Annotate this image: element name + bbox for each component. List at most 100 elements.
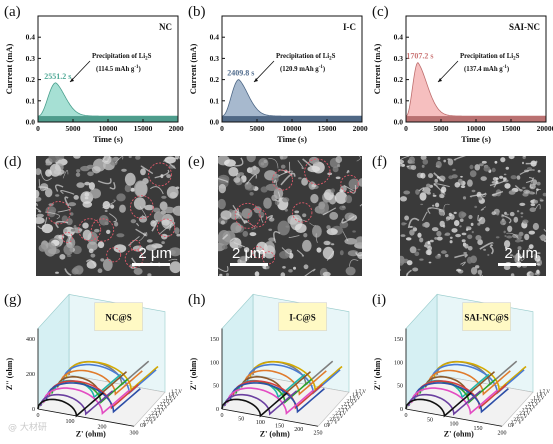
x-tick-label: 15000	[134, 124, 153, 133]
sem-grain	[460, 176, 463, 178]
sem-grain	[500, 220, 506, 225]
sem-grain	[522, 187, 526, 189]
sem-grain	[510, 212, 515, 216]
sem-grain	[288, 269, 293, 272]
sem-grain	[339, 206, 346, 211]
x-tick-label: 100	[256, 420, 265, 426]
sem-grain	[454, 220, 459, 226]
chart-h: I-C@S1.7 V1.8 V1.9 V2.0 V2.1 V2.2 V2.3 V…	[184, 284, 368, 439]
chart-title: I-C@S	[289, 313, 315, 323]
sem-grain	[456, 269, 461, 272]
sem-image-d: 2 μm	[36, 156, 180, 276]
sem-grain	[345, 195, 352, 203]
x-tick-label: 10000	[99, 124, 118, 133]
sem-grain	[91, 254, 96, 258]
capacity-text: (120.9 mAh g-1)	[280, 65, 325, 73]
sem-grain	[472, 231, 474, 233]
sem-grain	[310, 194, 318, 203]
scale-bar-label-e: 2 μm	[232, 245, 266, 262]
x-tick-label: 5000	[434, 124, 449, 133]
sem-grain	[459, 211, 466, 218]
sem-grain	[230, 222, 241, 233]
sem-grain	[407, 260, 413, 265]
y-tick-label: 0.4	[394, 33, 404, 42]
y-tick-label: 0	[400, 407, 403, 413]
annotation-arrow	[254, 61, 274, 82]
sem-grain	[134, 268, 143, 275]
sem-grain	[335, 192, 347, 204]
y-tick-label: 0	[216, 407, 219, 413]
sem-grain	[412, 268, 418, 272]
sem-grain	[460, 219, 464, 222]
scale-bar-e	[230, 263, 268, 266]
y-axis-label: Current (mA)	[4, 44, 14, 95]
series-label: OP	[324, 424, 331, 429]
sem-grain	[520, 240, 523, 242]
sem-grain	[436, 161, 442, 168]
sem-grain	[539, 235, 545, 238]
sem-grain	[268, 229, 272, 231]
sem-grain	[452, 169, 455, 171]
sem-grain	[119, 205, 126, 213]
x-tick-label: 10000	[283, 124, 302, 133]
sem-grain	[437, 237, 443, 241]
sem-grain	[37, 214, 44, 218]
sem-grain	[340, 250, 344, 255]
sem-grain	[420, 204, 423, 205]
sem-grain	[464, 244, 468, 249]
sem-grain	[444, 234, 447, 235]
sem-grain	[54, 169, 65, 175]
sem-grain	[423, 159, 429, 165]
sem-grain	[462, 233, 467, 236]
sem-grain	[422, 165, 425, 168]
sem-grain	[478, 270, 483, 275]
sem-grain	[249, 166, 260, 174]
sem-grain	[475, 235, 481, 240]
sem-grain	[161, 196, 166, 199]
sem-grain	[254, 206, 262, 213]
sem-grain	[475, 265, 479, 268]
sem-grain	[422, 223, 425, 227]
sem-grain	[76, 173, 80, 177]
sem-grain	[433, 195, 437, 197]
x-tick-label: 0	[37, 413, 40, 419]
sem-grain	[58, 235, 64, 240]
sem-grain	[481, 176, 487, 181]
sem-grain	[434, 237, 437, 240]
sem-grain	[55, 272, 59, 274]
annotation-arrow	[70, 61, 90, 82]
x-axis-label: Z' (ohm)	[444, 430, 474, 439]
sem-grain	[336, 177, 341, 180]
sem-grain	[521, 212, 524, 214]
y-tick-label: 150	[394, 337, 403, 343]
y-tick-label: 0.1	[210, 96, 220, 105]
sem-grain	[103, 259, 113, 271]
sem-grain	[409, 230, 414, 236]
sem-grain	[261, 186, 268, 192]
x-tick-label: 0	[36, 124, 40, 133]
sem-grain	[87, 172, 94, 177]
sem-grain	[100, 258, 104, 261]
sem-grain	[450, 240, 453, 243]
sem-grain	[352, 230, 356, 232]
sem-grain	[433, 193, 435, 195]
sem-grain	[221, 210, 232, 220]
sem-grain	[68, 202, 76, 206]
sem-grain	[441, 250, 447, 254]
sem-grain	[531, 203, 536, 206]
sem-grain	[134, 197, 146, 210]
sem-grain	[233, 177, 240, 183]
sem-grain	[533, 223, 539, 230]
sem-grain	[534, 200, 538, 204]
sem-grain	[281, 165, 286, 169]
sem-grain	[428, 173, 433, 178]
sem-grain	[482, 161, 487, 164]
x-axis-label: Time (s)	[93, 134, 123, 144]
peak-time-label: 2409.8 s	[227, 69, 254, 78]
x-axis-label: Time (s)	[461, 134, 491, 144]
sem-grain	[452, 174, 458, 178]
sem-grain	[496, 236, 500, 238]
sem-grain	[419, 259, 423, 261]
